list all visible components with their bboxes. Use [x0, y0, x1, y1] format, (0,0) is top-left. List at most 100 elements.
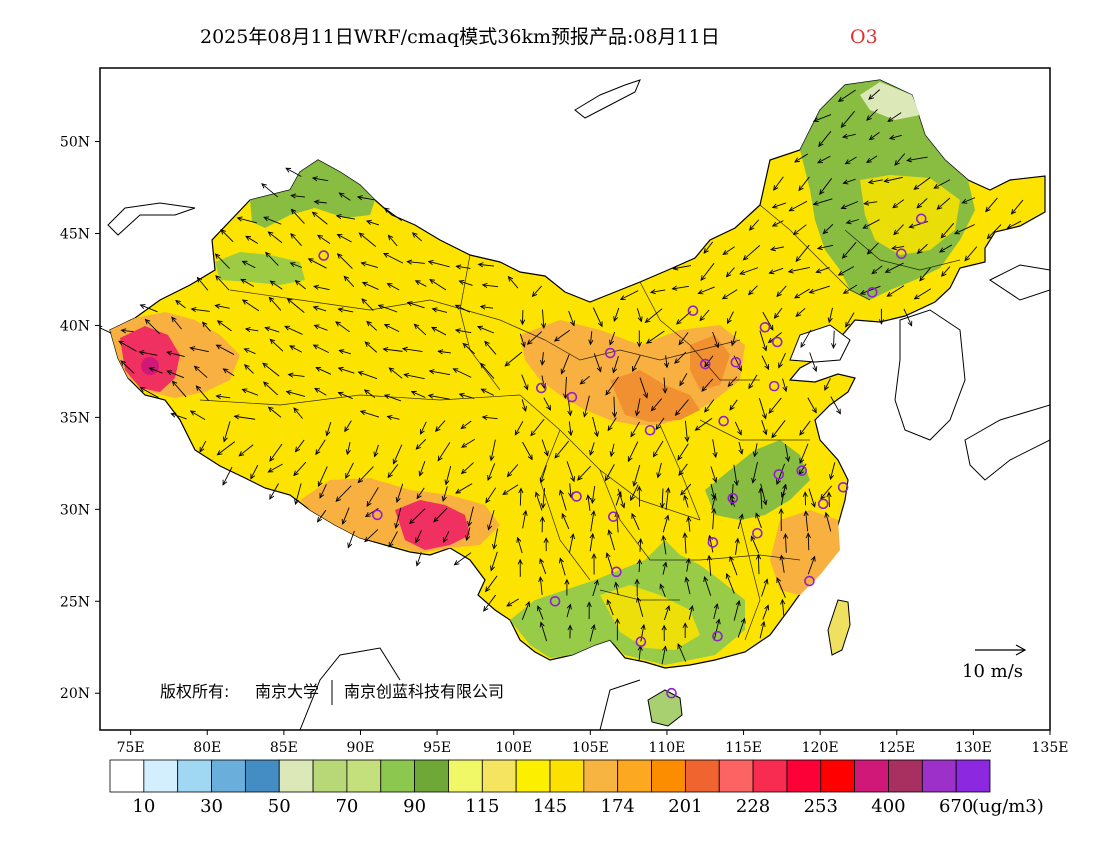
bohai-coastline — [789, 324, 851, 363]
lon-tick-label: 100E — [495, 740, 532, 756]
legend-swatch — [481, 759, 517, 793]
station-marker — [712, 630, 723, 642]
legend-swatch — [515, 759, 551, 793]
lon-tick-label: 90E — [346, 740, 374, 756]
legend-swatch — [955, 759, 991, 793]
legend-swatch — [684, 759, 720, 793]
lon-tick-label: 105E — [572, 740, 609, 756]
latitude-axis: 50N 45N 40N 35N 30N 25N 20N — [60, 135, 100, 702]
station-marker — [566, 391, 578, 403]
copyright-company: 南京创蓝科技有限公司 — [344, 682, 504, 701]
legend-swatch — [278, 759, 314, 793]
legend-swatch — [617, 759, 652, 793]
color-legend-labels: 10 30 50 70 90 115 145 174 201 228 253 400 670 — [132, 796, 973, 817]
legend-swatch — [244, 759, 280, 793]
legend-swatch — [346, 759, 382, 793]
legend-value-label: 201 — [668, 796, 702, 817]
legend-swatch — [177, 759, 212, 793]
lat-tick-label: 40N — [60, 318, 90, 334]
japan-coastline — [964, 404, 1050, 481]
lon-tick-label: 135E — [1032, 740, 1069, 756]
indochina-coastline — [299, 647, 641, 730]
lat-tick-label: 30N — [60, 502, 90, 518]
legend-value-label: 174 — [601, 796, 635, 817]
yellow-zone-northeast-inner — [860, 175, 960, 255]
legend-swatch — [380, 759, 416, 793]
station-marker — [318, 250, 330, 261]
station-marker — [752, 527, 763, 539]
legend-swatch — [448, 759, 483, 793]
station-marker — [535, 382, 547, 394]
orange-zone-southeast — [770, 510, 840, 595]
legend-swatch — [888, 759, 923, 793]
station-marker — [611, 566, 622, 578]
baikal-lake — [574, 79, 641, 119]
korea-coastline — [894, 309, 966, 441]
red-zone-tibet — [395, 500, 470, 550]
wind-vector-field — [100, 89, 1024, 665]
hainan-island — [647, 689, 683, 727]
station-marker — [687, 305, 699, 317]
legend-swatch — [786, 759, 822, 793]
station-marker — [759, 321, 771, 333]
legend-value-label: 400 — [871, 796, 905, 817]
legend-swatch — [752, 759, 788, 793]
station-marker — [372, 509, 383, 521]
dark-orange-zone-central — [610, 370, 700, 422]
lat-tick-label: 50N — [60, 135, 90, 151]
legend-value-label: 90 — [403, 796, 426, 817]
station-marker — [771, 336, 783, 348]
station-marker — [915, 213, 927, 225]
species-label: O3 — [850, 26, 878, 48]
station-marker — [866, 287, 878, 298]
legend-swatch — [211, 759, 246, 793]
station-marker — [571, 491, 582, 502]
legend-value-label: 50 — [268, 796, 291, 817]
station-marker — [549, 595, 561, 607]
green-zone-yangtze — [705, 440, 810, 520]
station-marker — [837, 481, 849, 493]
lon-tick-label: 95E — [423, 740, 451, 756]
lon-tick-label: 120E — [802, 740, 839, 756]
legend-swatch — [854, 759, 889, 793]
legend-swatch — [583, 759, 619, 793]
wind-scale-reference: 10 m/s — [962, 644, 1027, 682]
lon-tick-label: 115E — [725, 740, 762, 756]
lon-tick-label: 85E — [270, 740, 298, 756]
sakhalin-coastline — [989, 264, 1050, 301]
legend-swatch — [921, 759, 957, 793]
copyright-notice: 版权所有: 南京大学 南京创蓝科技有限公司 — [160, 680, 504, 705]
station-marker — [604, 347, 616, 359]
lat-tick-label: 45N — [60, 227, 90, 243]
lon-tick-label: 125E — [878, 740, 915, 756]
plot-frame — [99, 67, 1051, 731]
copyright-university: 南京大学 — [255, 682, 319, 701]
legend-value-label: 70 — [335, 796, 358, 817]
station-marker — [644, 424, 656, 436]
station-marker — [635, 636, 647, 648]
legend-value-label: 670 — [939, 796, 973, 817]
station-marker — [718, 415, 729, 427]
lon-tick-label: 110E — [648, 740, 685, 756]
station-marker — [773, 469, 785, 480]
station-marker — [730, 356, 742, 368]
legend-swatch — [651, 759, 686, 793]
wind-scale-label: 10 m/s — [962, 661, 1023, 682]
station-marker — [707, 537, 719, 548]
lat-tick-label: 35N — [60, 410, 90, 426]
lon-tick-label: 80E — [193, 740, 221, 756]
station-marker — [666, 687, 677, 699]
green-zone-xinjiang — [250, 160, 375, 228]
legend-swatch — [414, 759, 449, 793]
hotspot-west — [141, 357, 159, 375]
light-green-zone-northeast — [860, 82, 920, 120]
copyright-prefix: 版权所有: — [160, 682, 229, 701]
legend-value-label: 228 — [736, 796, 770, 817]
station-marker — [608, 511, 619, 522]
station-marker — [796, 465, 808, 477]
station-marker — [768, 380, 780, 392]
legend-unit: (ug/m3) — [972, 796, 1044, 817]
map-title: 2025年08月11日WRF/cmaq模式36km预报产品:08月11日 — [200, 26, 720, 48]
monitoring-stations — [318, 213, 927, 699]
